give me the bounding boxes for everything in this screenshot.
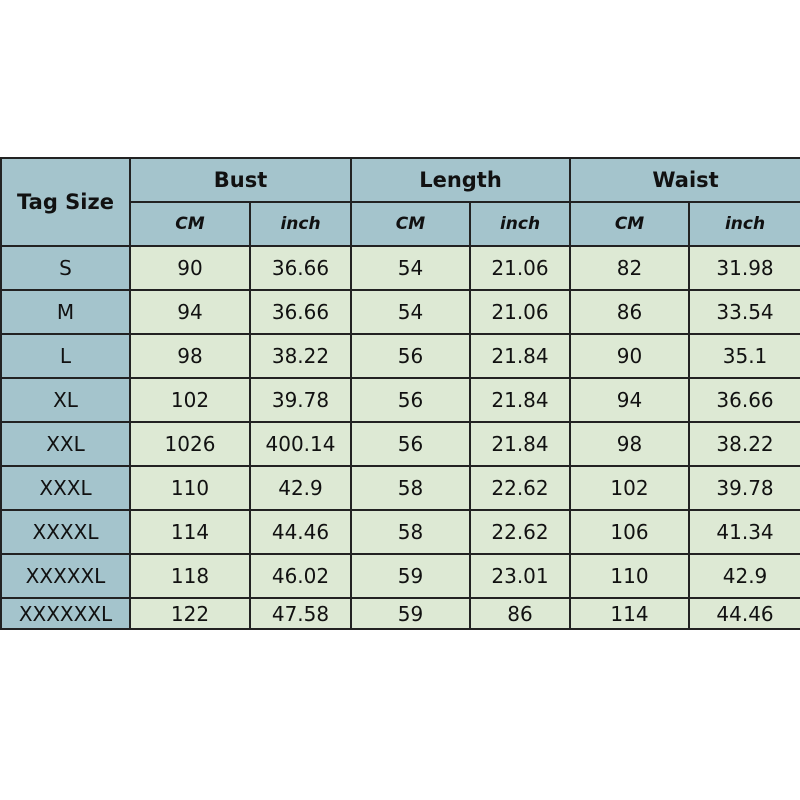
value-cell: 94 — [569, 377, 691, 423]
tag-size-cell: XXXL — [0, 465, 131, 511]
value-cell: 44.46 — [249, 509, 352, 555]
table-row: XXXXXXL 122 47.58 59 86 114 44.46 — [0, 597, 800, 630]
unit-header: CM — [350, 201, 471, 247]
tag-size-cell: S — [0, 245, 131, 291]
value-cell: 56 — [350, 421, 471, 467]
value-cell: 58 — [350, 509, 471, 555]
unit-header: CM — [569, 201, 691, 247]
value-cell: 106 — [569, 509, 691, 555]
table-row: XL 102 39.78 56 21.84 94 36.66 — [0, 377, 800, 423]
value-cell: 56 — [350, 377, 471, 423]
value-cell: 400.14 — [249, 421, 352, 467]
value-cell: 54 — [350, 245, 471, 291]
unit-header: inch — [249, 201, 352, 247]
value-cell: 98 — [569, 421, 691, 467]
value-cell: 39.78 — [688, 465, 800, 511]
unit-header: CM — [129, 201, 251, 247]
value-cell: 114 — [129, 509, 251, 555]
table-row: M 94 36.66 54 21.06 86 33.54 — [0, 289, 800, 335]
value-cell: 22.62 — [468, 509, 572, 555]
value-cell: 36.66 — [249, 289, 352, 335]
table-row: XXXXL 114 44.46 58 22.62 106 41.34 — [0, 509, 800, 555]
tag-size-cell: XL — [0, 377, 131, 423]
value-cell: 86 — [569, 289, 691, 335]
value-cell: 90 — [129, 245, 251, 291]
value-cell: 23.01 — [468, 553, 572, 599]
value-cell: 46.02 — [249, 553, 352, 599]
value-cell: 36.66 — [249, 245, 352, 291]
value-cell: 42.9 — [249, 465, 352, 511]
value-cell: 94 — [129, 289, 251, 335]
tag-size-cell: M — [0, 289, 131, 335]
value-cell: 36.66 — [688, 377, 800, 423]
value-cell: 21.84 — [468, 377, 572, 423]
value-cell: 56 — [350, 333, 471, 379]
tag-size-cell: XXXXL — [0, 509, 131, 555]
value-cell: 22.62 — [468, 465, 572, 511]
value-cell: 98 — [129, 333, 251, 379]
unit-header: inch — [468, 201, 572, 247]
value-cell: 47.58 — [249, 597, 352, 630]
value-cell: 38.22 — [249, 333, 352, 379]
value-cell: 33.54 — [688, 289, 800, 335]
value-cell: 21.84 — [468, 333, 572, 379]
value-cell: 59 — [350, 553, 471, 599]
value-cell: 41.34 — [688, 509, 800, 555]
value-cell: 90 — [569, 333, 691, 379]
value-cell: 44.46 — [688, 597, 800, 630]
table-row: XXL 1026 400.14 56 21.84 98 38.22 — [0, 421, 800, 467]
size-chart-table: Tag Size Bust Length Waist CM inch CM inch C… — [0, 157, 800, 630]
value-cell: 82 — [569, 245, 691, 291]
value-cell: 21.06 — [468, 245, 572, 291]
value-cell: 21.06 — [468, 289, 572, 335]
value-cell: 31.98 — [688, 245, 800, 291]
value-cell: 110 — [569, 553, 691, 599]
value-cell: 114 — [569, 597, 691, 630]
value-cell: 102 — [129, 377, 251, 423]
value-cell: 42.9 — [688, 553, 800, 599]
value-cell: 110 — [129, 465, 251, 511]
bust-header: Bust — [129, 157, 352, 203]
value-cell: 118 — [129, 553, 251, 599]
table-row: L 98 38.22 56 21.84 90 35.1 — [0, 333, 800, 379]
tag-size-header: Tag Size — [0, 157, 131, 247]
value-cell: 54 — [350, 289, 471, 335]
tag-size-cell: L — [0, 333, 131, 379]
value-cell: 39.78 — [249, 377, 352, 423]
value-cell: 21.84 — [468, 421, 572, 467]
unit-header: inch — [688, 201, 800, 247]
tag-size-cell: XXL — [0, 421, 131, 467]
tag-size-cell: XXXXXXL — [0, 597, 131, 630]
value-cell: 1026 — [129, 421, 251, 467]
table-row: XXXXXL 118 46.02 59 23.01 110 42.9 — [0, 553, 800, 599]
value-cell: 58 — [350, 465, 471, 511]
value-cell: 38.22 — [688, 421, 800, 467]
value-cell: 86 — [468, 597, 572, 630]
tag-size-cell: XXXXXL — [0, 553, 131, 599]
value-cell: 122 — [129, 597, 251, 630]
table-row: XXXL 110 42.9 58 22.62 102 39.78 — [0, 465, 800, 511]
value-cell: 35.1 — [688, 333, 800, 379]
table-row: S 90 36.66 54 21.06 82 31.98 — [0, 245, 800, 291]
value-cell: 59 — [350, 597, 471, 630]
value-cell: 102 — [569, 465, 691, 511]
length-header: Length — [349, 157, 572, 203]
waist-header: Waist — [569, 157, 800, 203]
